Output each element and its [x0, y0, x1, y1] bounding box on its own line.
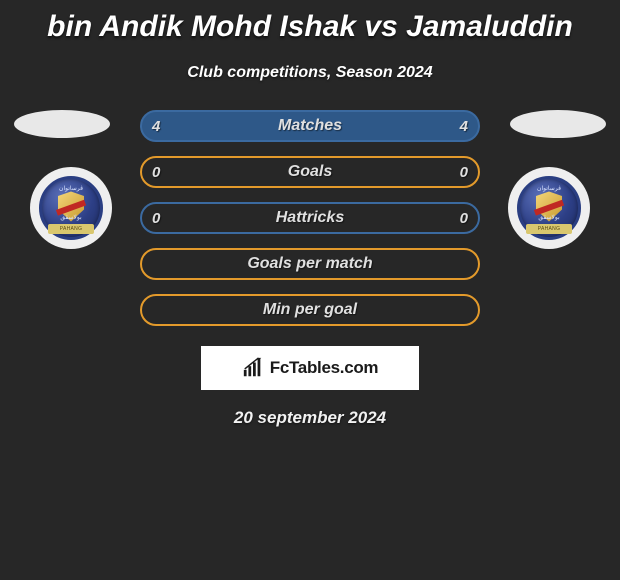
- stat-row-goals: 0 Goals 0: [140, 156, 480, 188]
- stat-row-min-per-goal: Min per goal: [140, 294, 480, 326]
- stat-left-value: 4: [152, 118, 160, 135]
- stat-row-goals-per-match: Goals per match: [140, 248, 480, 280]
- stat-label: Matches: [278, 117, 342, 135]
- stat-row-hattricks: 0 Hattricks 0: [140, 202, 480, 234]
- stat-row-matches: 4 Matches 4: [140, 110, 480, 142]
- stat-right-value: 4: [460, 118, 468, 135]
- footer-date: 20 september 2024: [0, 408, 620, 428]
- stat-right-value: 0: [460, 210, 468, 227]
- stat-label: Hattricks: [276, 209, 344, 227]
- player-ellipse-left: [14, 110, 110, 138]
- stat-label: Goals: [288, 163, 332, 181]
- logo-text: FcTables.com: [270, 358, 379, 378]
- subtitle: Club competitions, Season 2024: [0, 64, 620, 82]
- stat-label: Min per goal: [263, 301, 357, 319]
- comparison-panel: ڤرساتوان بولاسڤق PAHANG ڤرساتوان بولاسڤق…: [0, 110, 620, 428]
- stat-left-value: 0: [152, 210, 160, 227]
- page-title: bin Andik Mohd Ishak vs Jamaluddin: [0, 0, 620, 44]
- chart-bars-icon: [242, 357, 264, 379]
- club-crest-right: ڤرساتوان بولاسڤق PAHANG: [508, 167, 590, 249]
- player-ellipse-right: [510, 110, 606, 138]
- club-crest-left: ڤرساتوان بولاسڤق PAHANG: [30, 167, 112, 249]
- fctables-logo[interactable]: FcTables.com: [201, 346, 419, 390]
- stat-label: Goals per match: [247, 255, 372, 273]
- stat-left-value: 0: [152, 164, 160, 181]
- stat-right-value: 0: [460, 164, 468, 181]
